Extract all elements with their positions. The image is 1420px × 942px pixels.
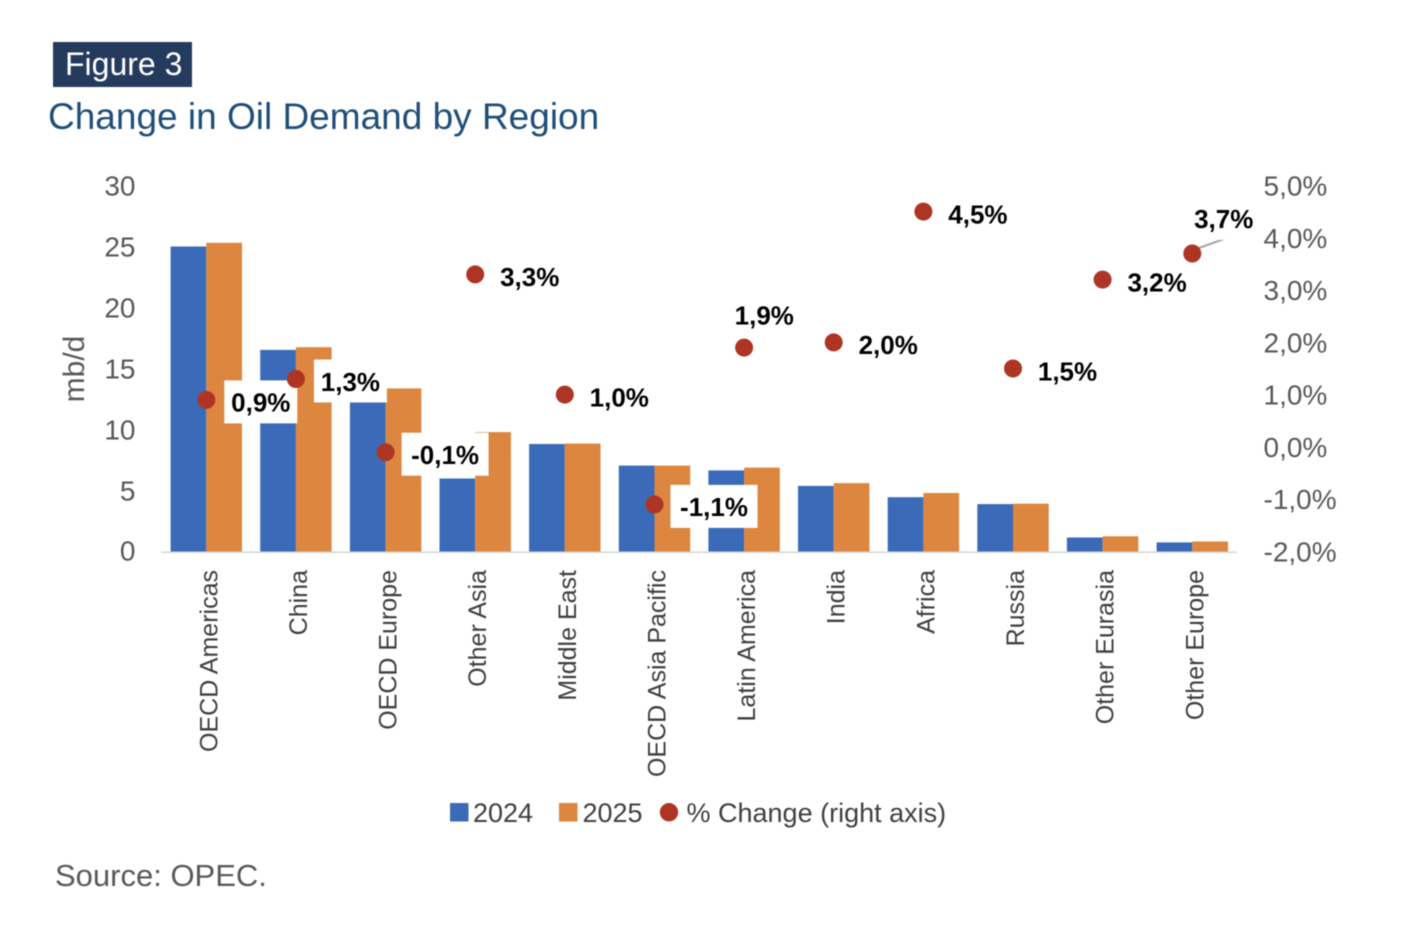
svg-text:Other Asia: Other Asia (464, 570, 492, 687)
svg-text:-1,0%: -1,0% (1264, 484, 1337, 515)
svg-text:0,0%: 0,0% (1264, 432, 1328, 463)
svg-text:1,0%: 1,0% (590, 382, 649, 412)
svg-text:5,0%: 5,0% (1264, 171, 1328, 202)
svg-text:Middle East: Middle East (554, 570, 582, 701)
svg-text:4,0%: 4,0% (1264, 223, 1328, 254)
svg-text:2,0%: 2,0% (859, 330, 918, 360)
svg-text:Other Eurasia: Other Eurasia (1092, 570, 1120, 724)
svg-text:Russia: Russia (1002, 570, 1030, 647)
svg-text:China: China (285, 570, 313, 635)
svg-text:Africa: Africa (912, 570, 940, 634)
svg-text:2025: 2025 (583, 798, 643, 828)
svg-text:30: 30 (104, 171, 135, 202)
svg-text:1,5%: 1,5% (1038, 356, 1097, 386)
svg-text:1,3%: 1,3% (321, 367, 380, 397)
svg-text:15: 15 (104, 354, 135, 385)
svg-text:Latin America: Latin America (733, 570, 761, 722)
svg-text:0: 0 (120, 536, 136, 567)
svg-text:India: India (823, 570, 851, 624)
svg-text:3,0%: 3,0% (1264, 275, 1328, 306)
svg-text:4,5%: 4,5% (948, 199, 1007, 229)
svg-text:1,0%: 1,0% (1264, 380, 1328, 411)
svg-text:OECD Europe: OECD Europe (375, 570, 403, 730)
svg-text:3,2%: 3,2% (1127, 267, 1186, 297)
svg-text:-2,0%: -2,0% (1264, 537, 1337, 568)
svg-text:% Change (right axis): % Change (right axis) (687, 798, 947, 828)
svg-text:-0,1%: -0,1% (411, 440, 479, 470)
svg-text:mb/d: mb/d (58, 336, 91, 403)
svg-text:5: 5 (120, 476, 136, 507)
svg-text:2,0%: 2,0% (1264, 327, 1328, 358)
svg-text:2024: 2024 (473, 798, 533, 828)
svg-text:-1,1%: -1,1% (680, 492, 748, 522)
svg-text:20: 20 (104, 293, 135, 324)
svg-text:10: 10 (104, 415, 135, 446)
svg-text:3,7%: 3,7% (1194, 204, 1253, 234)
svg-text:3,3%: 3,3% (500, 262, 559, 292)
svg-text:25: 25 (104, 232, 135, 263)
svg-text:OECD Asia Pacific: OECD Asia Pacific (644, 570, 672, 777)
svg-text:0,9%: 0,9% (231, 388, 290, 418)
svg-text:Other Europe: Other Europe (1181, 570, 1209, 720)
svg-text:OECD Americas: OECD Americas (195, 570, 223, 752)
svg-text:1,9%: 1,9% (735, 300, 794, 330)
